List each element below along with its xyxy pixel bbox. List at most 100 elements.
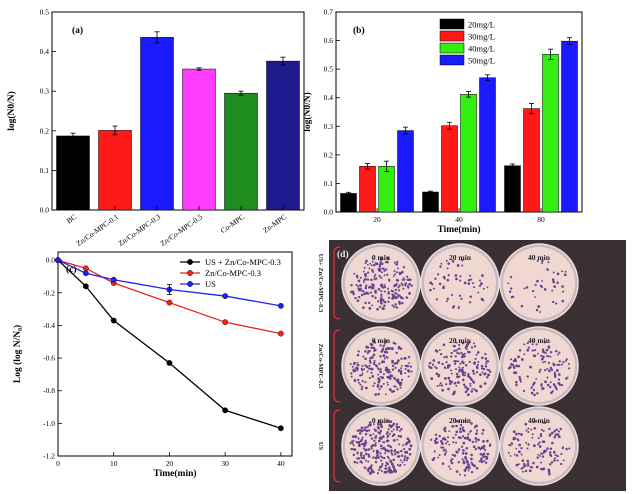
colony bbox=[563, 273, 567, 277]
colony bbox=[382, 373, 385, 376]
colony bbox=[470, 461, 473, 464]
colony bbox=[526, 459, 529, 463]
colony bbox=[379, 305, 382, 308]
colony bbox=[377, 380, 381, 384]
colony bbox=[551, 289, 554, 292]
colony bbox=[520, 467, 523, 470]
y-tick-label: -0.8 bbox=[43, 386, 55, 395]
colony bbox=[560, 462, 563, 466]
legend-label: 40mg/L bbox=[468, 44, 495, 54]
colony bbox=[459, 430, 462, 434]
colony bbox=[363, 443, 367, 446]
colony bbox=[400, 428, 403, 431]
colony bbox=[370, 371, 373, 374]
colony bbox=[459, 427, 462, 431]
colony bbox=[362, 306, 365, 309]
colony bbox=[401, 301, 404, 305]
colony bbox=[525, 286, 529, 289]
colony bbox=[396, 388, 399, 391]
panel-label-b: (b) bbox=[353, 25, 365, 36]
colony bbox=[376, 426, 380, 429]
colony bbox=[517, 463, 520, 465]
y-tick-label: 0.0 bbox=[46, 256, 56, 265]
colony bbox=[453, 454, 457, 457]
colony bbox=[510, 295, 514, 299]
colony bbox=[474, 437, 478, 440]
colony bbox=[455, 372, 459, 376]
colony bbox=[443, 366, 446, 369]
colony bbox=[407, 356, 411, 359]
colony bbox=[372, 423, 375, 426]
colony bbox=[454, 274, 458, 277]
colony bbox=[371, 269, 374, 272]
colony bbox=[364, 452, 368, 456]
bar-50mg/L-80 bbox=[561, 40, 578, 213]
bar-Zn/Co-MPC-0.3 bbox=[140, 37, 174, 211]
legend-swatch bbox=[439, 42, 465, 54]
colony bbox=[542, 421, 545, 424]
colony bbox=[386, 431, 389, 434]
x-tick-label: Zn/Co-MPC-0.3 bbox=[117, 212, 163, 248]
colony bbox=[370, 445, 373, 448]
colony bbox=[455, 341, 458, 344]
colony bbox=[392, 341, 396, 345]
colony bbox=[431, 283, 434, 286]
colony bbox=[387, 296, 391, 299]
colony bbox=[403, 356, 407, 360]
colony bbox=[515, 383, 518, 387]
colony bbox=[376, 385, 380, 388]
y-tick-label: 0.3 bbox=[40, 87, 50, 96]
colony bbox=[442, 343, 446, 347]
colony bbox=[459, 275, 462, 278]
colony bbox=[356, 354, 359, 357]
colony bbox=[558, 360, 561, 363]
colony bbox=[539, 454, 542, 457]
colony bbox=[547, 261, 550, 264]
colony bbox=[441, 362, 444, 366]
plate-time-label: 0 min bbox=[372, 253, 391, 262]
colony bbox=[549, 355, 552, 358]
colony bbox=[481, 371, 484, 374]
colony bbox=[533, 349, 537, 352]
colony bbox=[512, 436, 515, 439]
colony bbox=[486, 452, 490, 456]
colony bbox=[540, 428, 543, 431]
colony bbox=[479, 282, 483, 286]
colony bbox=[377, 377, 380, 380]
colony bbox=[558, 383, 562, 386]
colony bbox=[447, 376, 451, 380]
colony bbox=[380, 257, 383, 260]
colony bbox=[384, 452, 387, 455]
colony bbox=[436, 385, 439, 387]
colony bbox=[447, 436, 450, 439]
colony bbox=[403, 459, 406, 462]
colony bbox=[374, 441, 377, 444]
colony bbox=[466, 342, 469, 346]
colony bbox=[360, 429, 364, 433]
colony bbox=[440, 353, 443, 356]
colony bbox=[464, 390, 468, 394]
colony bbox=[471, 282, 474, 285]
petri-dish: 0 min bbox=[341, 243, 421, 323]
colony bbox=[370, 367, 374, 371]
colony bbox=[367, 460, 370, 463]
colony bbox=[481, 428, 485, 432]
colony bbox=[553, 457, 556, 460]
x-axis-label: Time(min) bbox=[153, 468, 196, 479]
colony bbox=[451, 457, 454, 461]
colony bbox=[522, 389, 526, 393]
colony bbox=[394, 288, 397, 292]
colony bbox=[520, 447, 523, 450]
point-Zn/Co-MPC-0.3 bbox=[277, 330, 284, 337]
colony bbox=[455, 430, 459, 434]
colony bbox=[507, 452, 510, 454]
colony bbox=[380, 459, 383, 462]
colony bbox=[513, 371, 516, 375]
group-bracket bbox=[333, 246, 341, 320]
colony bbox=[540, 357, 544, 361]
colony bbox=[448, 379, 451, 382]
y-tick-label: 0.5 bbox=[40, 8, 50, 17]
colony bbox=[391, 368, 395, 371]
colony bbox=[526, 464, 530, 467]
colony bbox=[379, 368, 382, 371]
